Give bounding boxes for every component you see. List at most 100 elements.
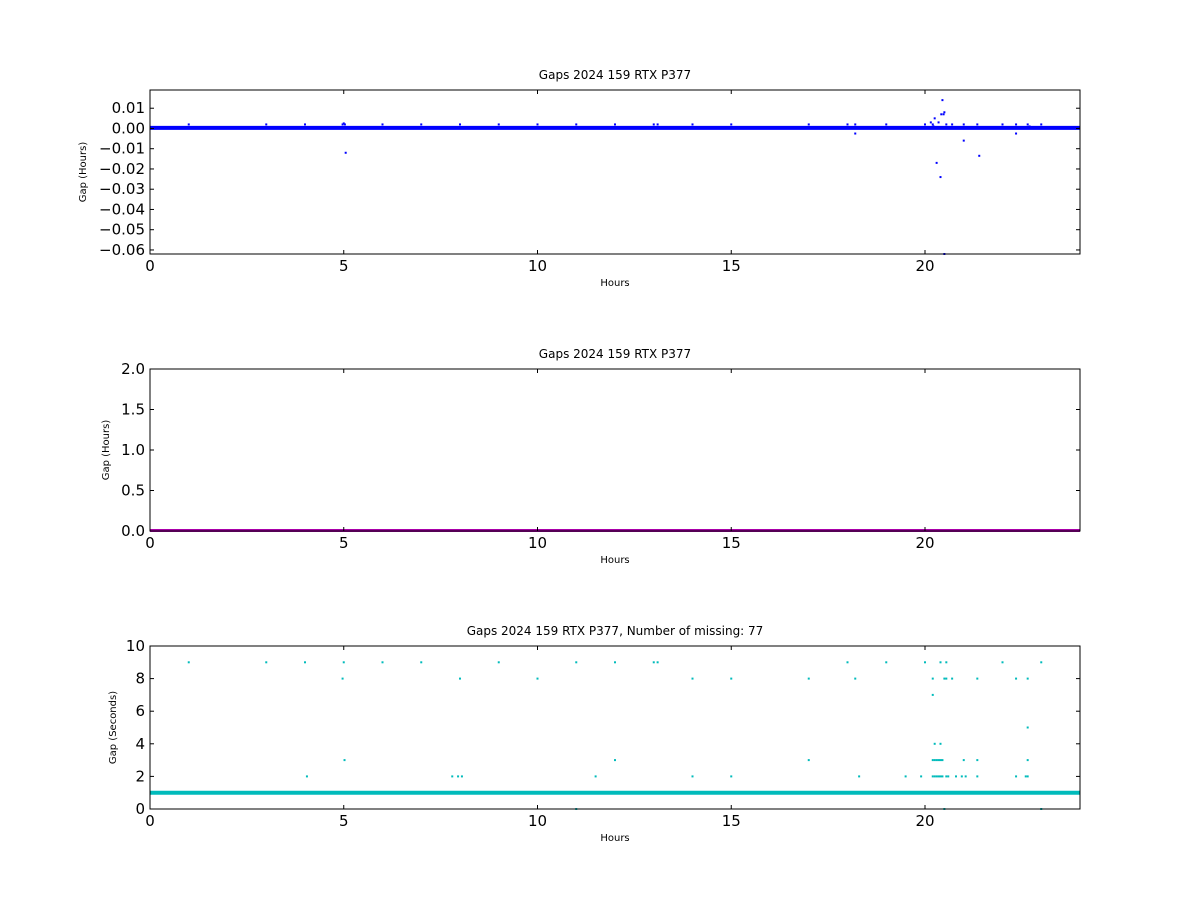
bottom-chart-title: Gaps 2024 159 RTX P377, Number of missin… [467,624,764,638]
bottom-chart-data-point [1026,726,1029,729]
bottom-chart-data-point [939,661,942,664]
middle-chart-x-tick-label: 5 [339,534,349,552]
top-chart-x-tick-label: 5 [339,257,349,275]
bottom-chart-y-tick-label: 8 [135,670,145,688]
top-chart-data-point [978,154,981,157]
middle-chart-x-tick-label: 10 [528,534,547,552]
top-chart-data-point [951,123,954,126]
top-chart-data-point [1040,123,1043,126]
bottom-chart-data-point [846,661,849,664]
bottom-chart-data-point [945,677,948,680]
top-chart-data-point [942,113,945,116]
bottom-chart-data-point [497,661,500,664]
bottom-chart-data-point [1026,775,1029,778]
bottom-chart-data-point [1040,661,1043,664]
chart-panel-middle: 0 5 10 15 20 0.0 0.5 1.0 1.5 2.0 Gaps 2024 159 RT… [101,347,1081,566]
top-chart-y-tick-label: −0.03 [99,180,145,198]
top-chart-data-point [943,111,946,114]
top-chart-data-point [939,176,942,179]
bottom-chart-data-point [305,775,308,778]
bottom-chart-data-point [904,775,907,778]
top-chart-data-point [931,123,934,126]
bottom-chart-data-point [575,661,578,664]
bottom-chart-data-point [955,775,957,778]
bottom-chart-data-point [304,661,306,664]
top-chart-data-point [187,123,190,126]
bottom-chart-y-tick-label: 4 [135,735,145,753]
bottom-chart-data-point [451,775,454,778]
top-chart-data-point [929,121,932,124]
bottom-chart-y-tick-label: 6 [135,702,145,720]
top-chart-data-point [854,132,857,135]
bottom-chart-data-point [941,759,944,762]
top-chart-data-point [941,99,944,102]
top-chart-data-point [945,123,948,126]
bottom-chart-data-point [939,742,942,745]
bottom-chart-data-point [943,677,946,680]
bottom-chart-data-point [1024,775,1027,778]
bottom-chart-data-point [536,677,539,680]
bottom-chart-data-point [1015,775,1018,778]
bottom-chart-data-point [1026,759,1029,762]
bottom-chart-data-point [947,775,950,778]
bottom-chart-data-point [858,775,861,778]
bottom-chart-data-point [656,661,659,664]
bottom-chart-data-point [931,759,934,762]
top-chart-ticks: 0 5 10 15 20 −0.06 −0.05 −0.04 −0.03 −0.02 −0.01 0.… [99,90,1080,275]
bottom-chart-data-point [420,661,423,664]
bottom-chart-data-point [807,759,810,762]
top-chart-data-point [976,123,979,126]
top-chart-data-point [937,121,940,124]
top-chart-frame [149,89,1081,255]
bottom-chart-data-point [933,742,936,745]
bottom-chart-data-point [614,661,616,664]
top-chart-data-point [381,123,384,126]
bottom-chart-data-point [807,677,810,680]
top-chart-data-point [1028,125,1031,128]
bottom-chart-data-point [854,677,857,680]
bottom-chart-frame [149,645,1081,810]
top-chart-data-point [932,125,935,128]
middle-chart-x-tick-label: 20 [915,534,934,552]
bottom-chart-data-point [265,661,268,664]
bottom-chart-data-point [976,759,979,762]
top-chart-data-point [933,117,936,120]
bottom-chart-ticks: 0 5 10 15 20 0 2 4 6 8 10 [126,637,1080,830]
bottom-chart-data-point [931,693,934,696]
bottom-chart-data-point [594,775,597,778]
bottom-chart-data-point [933,775,936,778]
top-chart-data-point [344,151,347,154]
middle-chart-y-axis-label: Gap (Hours) [101,420,112,481]
middle-chart-y-tick-label: 1.5 [121,401,145,419]
bottom-chart-data-point [937,759,940,762]
top-chart-x-tick-label: 20 [915,257,934,275]
bottom-chart-marks [150,661,1080,810]
bottom-chart-y-tick-label: 0 [135,800,145,818]
top-chart-y-tick-label: −0.04 [99,200,145,218]
middle-chart-x-axis-label: Hours [600,555,629,566]
bottom-chart-data-point [951,677,954,680]
top-chart-y-tick-label: −0.05 [99,221,145,239]
bottom-chart-data-point [945,775,948,778]
top-chart-marks [150,99,1080,255]
top-chart-data-point [304,123,306,126]
bottom-chart-data-point [342,661,345,664]
bottom-chart-data-point [730,775,733,778]
bottom-chart-data-point [976,677,979,680]
top-chart-data-point [807,123,810,126]
top-chart-data-point [656,123,659,126]
bottom-chart-data-point [920,775,923,778]
bottom-chart-data-point [976,775,979,778]
bottom-chart-data-point [931,775,934,778]
top-chart-data-point [885,123,888,126]
bottom-chart-data-point [924,661,926,664]
bottom-chart-data-point [652,661,655,664]
bottom-chart-data-point [1015,677,1018,680]
top-chart-data-point [1015,132,1018,135]
bottom-chart-data-point [341,677,344,680]
top-chart-data-point [730,123,733,126]
bottom-chart-y-axis-label: Gap (Seconds) [108,691,119,764]
top-chart-x-tick-label: 0 [145,257,155,275]
top-chart-data-point [614,123,616,126]
